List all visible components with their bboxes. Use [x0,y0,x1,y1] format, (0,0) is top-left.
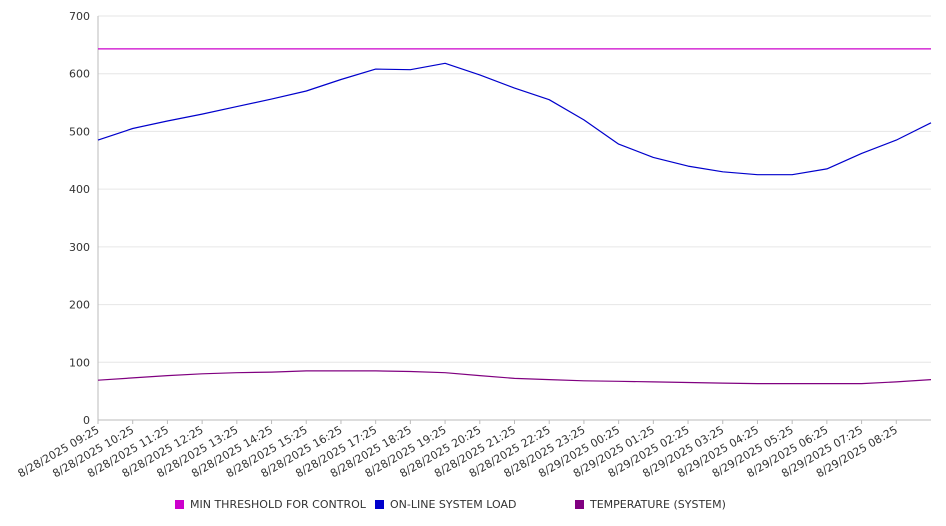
legend-swatch [575,500,584,509]
legend-label: TEMPERATURE (SYSTEM) [590,498,726,511]
y-tick-label: 300 [69,241,90,254]
grid-lines [98,15,931,363]
legend-item-system-load: ON-LINE SYSTEM LOAD [375,498,516,511]
legend: MIN THRESHOLD FOR CONTROL ON-LINE SYSTEM… [0,498,946,514]
axes [97,16,931,424]
legend-label: MIN THRESHOLD FOR CONTROL [190,498,366,511]
y-tick-label: 700 [69,10,90,23]
y-tick-label: 400 [69,183,90,196]
y-tick-label: 600 [69,68,90,81]
x-tick-labels: 8/28/2025 09:258/28/2025 10:258/28/2025 … [16,423,900,480]
legend-label: ON-LINE SYSTEM LOAD [390,498,517,511]
y-tick-label: 0 [83,414,90,427]
legend-item-min-threshold: MIN THRESHOLD FOR CONTROL [175,498,366,511]
y-tick-label: 500 [69,125,90,138]
legend-item-temperature: TEMPERATURE (SYSTEM) [575,498,726,511]
series-lines [97,48,932,385]
series-line-2 [97,370,932,385]
y-tick-labels: 0 100 200 300 400 500 600 700 [69,10,90,427]
series-line-1 [97,62,932,176]
y-tick-label: 200 [69,299,90,312]
legend-swatch [375,500,384,509]
legend-swatch [175,500,184,509]
y-tick-label: 100 [69,356,90,369]
